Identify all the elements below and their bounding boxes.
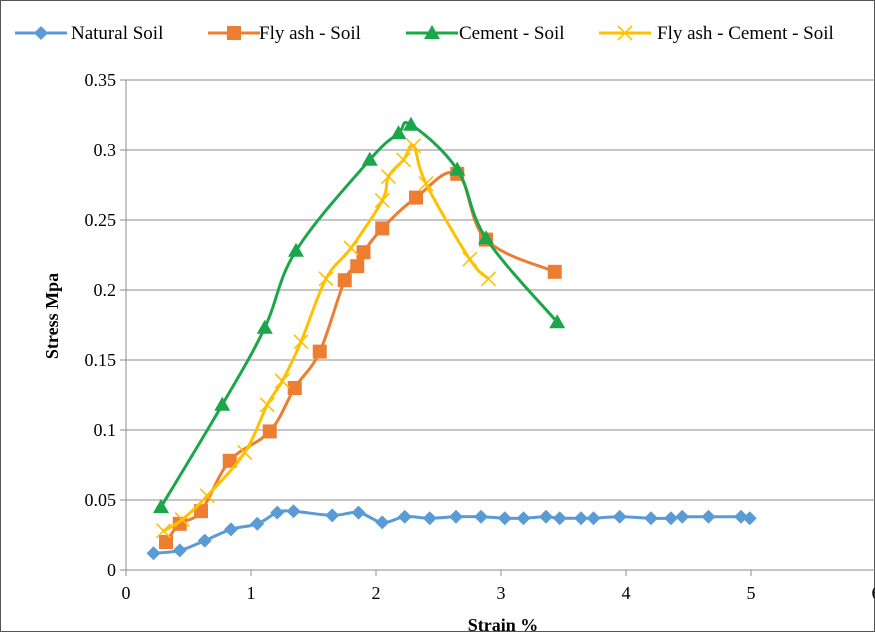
data-point-marker	[423, 511, 437, 525]
legend-label: Natural Soil	[71, 23, 163, 44]
y-tick-label: 0.3	[94, 140, 117, 160]
y-tick-label: 0.2	[94, 280, 117, 300]
data-point-marker	[147, 546, 161, 560]
data-point-marker	[344, 241, 358, 255]
data-point-marker	[260, 398, 274, 412]
data-point-marker	[352, 506, 366, 520]
data-point-marker	[644, 511, 658, 525]
data-point-marker	[357, 245, 371, 259]
data-point-marker	[498, 511, 512, 525]
data-point-marker	[224, 522, 238, 536]
data-point-marker	[338, 273, 352, 287]
data-point-marker	[548, 265, 562, 279]
y-tick-label: 0.35	[85, 70, 117, 90]
data-point-marker	[313, 345, 327, 359]
data-point-marker	[391, 125, 407, 139]
y-tick-label: 0.1	[94, 420, 117, 440]
data-point-marker	[198, 534, 212, 548]
x-tick-label: 4	[622, 583, 631, 603]
data-point-marker	[288, 381, 302, 395]
legend-label: Cement - Soil	[459, 23, 565, 44]
legend: Natural Soil Fly ash - Soil Cement - Soil F…	[15, 23, 834, 44]
x-tick-label: 6	[872, 583, 875, 603]
legend-label: Fly ash - Soil	[259, 23, 361, 44]
data-point-marker	[382, 170, 396, 184]
data-point-marker	[553, 511, 567, 525]
data-point-marker	[275, 374, 289, 388]
data-point-marker	[287, 504, 301, 518]
data-point-marker	[474, 510, 488, 524]
data-point-marker	[743, 511, 757, 525]
data-point-marker	[574, 511, 588, 525]
data-point-marker	[449, 510, 463, 524]
data-point-marker	[325, 508, 339, 522]
series-line	[161, 122, 557, 507]
series-natural-soil	[147, 504, 757, 560]
data-point-marker	[613, 510, 627, 524]
data-point-marker	[153, 499, 169, 513]
gridlines	[126, 80, 875, 500]
legend-marker	[227, 26, 241, 40]
y-tick-label: 0.05	[85, 490, 117, 510]
x-tick-label: 5	[747, 583, 756, 603]
legend-item: Natural Soil	[15, 23, 163, 44]
y-tick-label: 0.25	[85, 210, 117, 230]
y-tick-label: 0	[107, 560, 116, 580]
x-tick-label: 2	[372, 583, 381, 603]
legend-marker	[34, 26, 48, 40]
data-point-marker	[173, 543, 187, 557]
data-point-marker	[587, 511, 601, 525]
data-point-marker	[702, 510, 716, 524]
data-point-marker	[270, 506, 284, 520]
x-tick-label: 0	[122, 583, 131, 603]
data-point-marker	[257, 320, 273, 334]
data-series	[147, 117, 757, 560]
data-point-marker	[397, 153, 411, 167]
legend-item: Fly ash - Cement - Soil	[599, 23, 834, 44]
data-point-marker	[375, 515, 389, 529]
y-axis-title: Stress Mpa	[42, 273, 62, 359]
data-point-marker	[214, 397, 230, 411]
data-point-marker	[463, 252, 477, 266]
x-tick-label: 1	[247, 583, 256, 603]
series-fly-ash-soil	[159, 167, 562, 549]
data-point-marker	[250, 517, 264, 531]
series-line	[166, 172, 555, 542]
data-point-marker	[675, 510, 689, 524]
data-point-marker	[539, 510, 553, 524]
legend-item: Cement - Soil	[406, 23, 565, 44]
legend-item: Fly ash - Soil	[208, 23, 361, 44]
data-point-marker	[375, 221, 389, 235]
data-point-marker	[263, 424, 277, 438]
y-tick-label: 0.15	[85, 350, 117, 370]
data-point-marker	[319, 272, 333, 286]
data-point-marker	[664, 511, 678, 525]
data-point-marker	[409, 191, 423, 205]
data-point-marker	[398, 510, 412, 524]
data-point-marker	[350, 259, 364, 273]
data-point-marker	[375, 193, 389, 207]
x-tick-label: 3	[497, 583, 506, 603]
data-point-marker	[517, 511, 531, 525]
legend-label: Fly ash - Cement - Soil	[657, 23, 834, 44]
data-point-marker	[482, 272, 496, 286]
data-point-marker	[294, 335, 308, 349]
series-cement-soil	[153, 117, 565, 513]
x-axis-title: Strain %	[468, 615, 539, 633]
data-point-marker	[407, 139, 421, 153]
